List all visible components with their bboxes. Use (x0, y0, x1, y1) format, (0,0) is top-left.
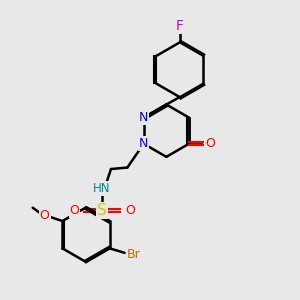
Text: N: N (139, 137, 148, 150)
Text: Br: Br (127, 248, 140, 261)
Text: O: O (125, 204, 135, 217)
Text: O: O (70, 204, 80, 217)
Text: O: O (40, 209, 50, 222)
Text: F: F (176, 19, 184, 33)
Text: N: N (139, 111, 148, 124)
Text: S: S (97, 203, 107, 218)
Text: O: O (205, 137, 215, 150)
Text: HN: HN (93, 182, 111, 195)
